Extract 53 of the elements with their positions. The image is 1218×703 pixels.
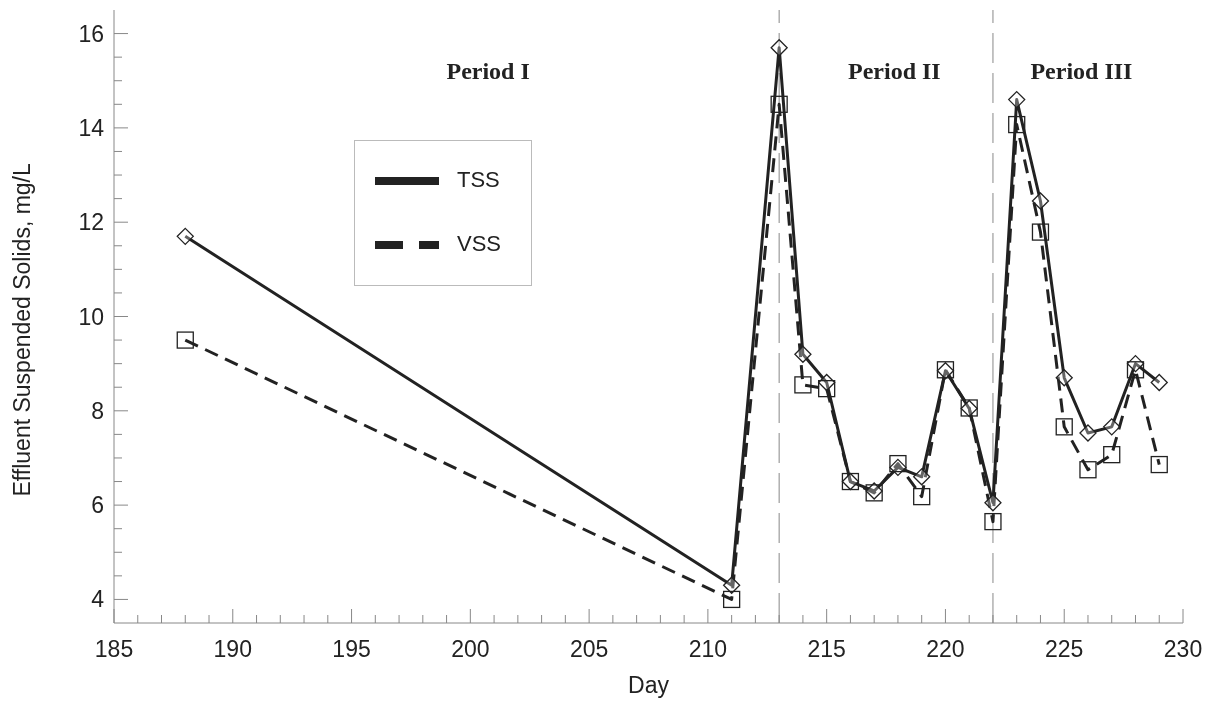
x-tick-label: 195 (332, 636, 371, 662)
point (1055, 418, 1073, 436)
point (913, 487, 931, 506)
point (984, 494, 1002, 512)
legend-label: VSS (457, 230, 502, 256)
x-tick-label: 190 (213, 636, 252, 662)
x-tick-label: 200 (451, 636, 490, 662)
point (1008, 115, 1026, 134)
legend-label: TSS (457, 166, 500, 192)
point (770, 95, 788, 113)
y-tick-label: 6 (91, 492, 104, 519)
point (913, 468, 931, 486)
point (1008, 90, 1026, 109)
y-tick-label: 12 (78, 209, 104, 236)
point (1031, 192, 1050, 210)
point (1103, 418, 1121, 436)
x-tick-label: 230 (1163, 636, 1203, 662)
point (176, 227, 194, 245)
x-tick-label: 210 (688, 636, 728, 662)
point (1031, 223, 1050, 241)
x-axis-title: Day (628, 672, 670, 698)
annotation: Period III (1030, 57, 1133, 85)
x-tick-label: 220 (926, 636, 965, 662)
point (176, 331, 194, 349)
point (1079, 424, 1097, 442)
annotation: Period I (446, 57, 530, 85)
y-tick-label: 8 (91, 397, 104, 424)
point (722, 576, 741, 594)
point (770, 39, 788, 57)
point (722, 590, 741, 609)
point (818, 373, 836, 392)
point (889, 458, 907, 477)
point (794, 345, 812, 363)
x-tick-label: 205 (569, 636, 609, 662)
point (1055, 369, 1073, 387)
point (889, 454, 907, 473)
point (1103, 446, 1121, 464)
point (1126, 361, 1145, 379)
point (984, 512, 1002, 531)
point (818, 380, 836, 398)
annotation: Period II (848, 57, 941, 85)
point (794, 376, 812, 394)
y-tick-label: 4 (91, 586, 105, 613)
y-tick-label: 14 (78, 114, 105, 141)
x-tick-label: 215 (807, 636, 846, 662)
point (1150, 455, 1168, 474)
point (1150, 373, 1168, 392)
y-tick-label: 16 (78, 20, 104, 47)
x-tick-label: 225 (1045, 636, 1084, 662)
y-tick-label: 10 (78, 303, 104, 330)
point (1079, 461, 1097, 479)
x-tick-label: 185 (94, 636, 134, 662)
y-axis-title: Effluent Suspended Solids, mg/L (9, 162, 36, 497)
